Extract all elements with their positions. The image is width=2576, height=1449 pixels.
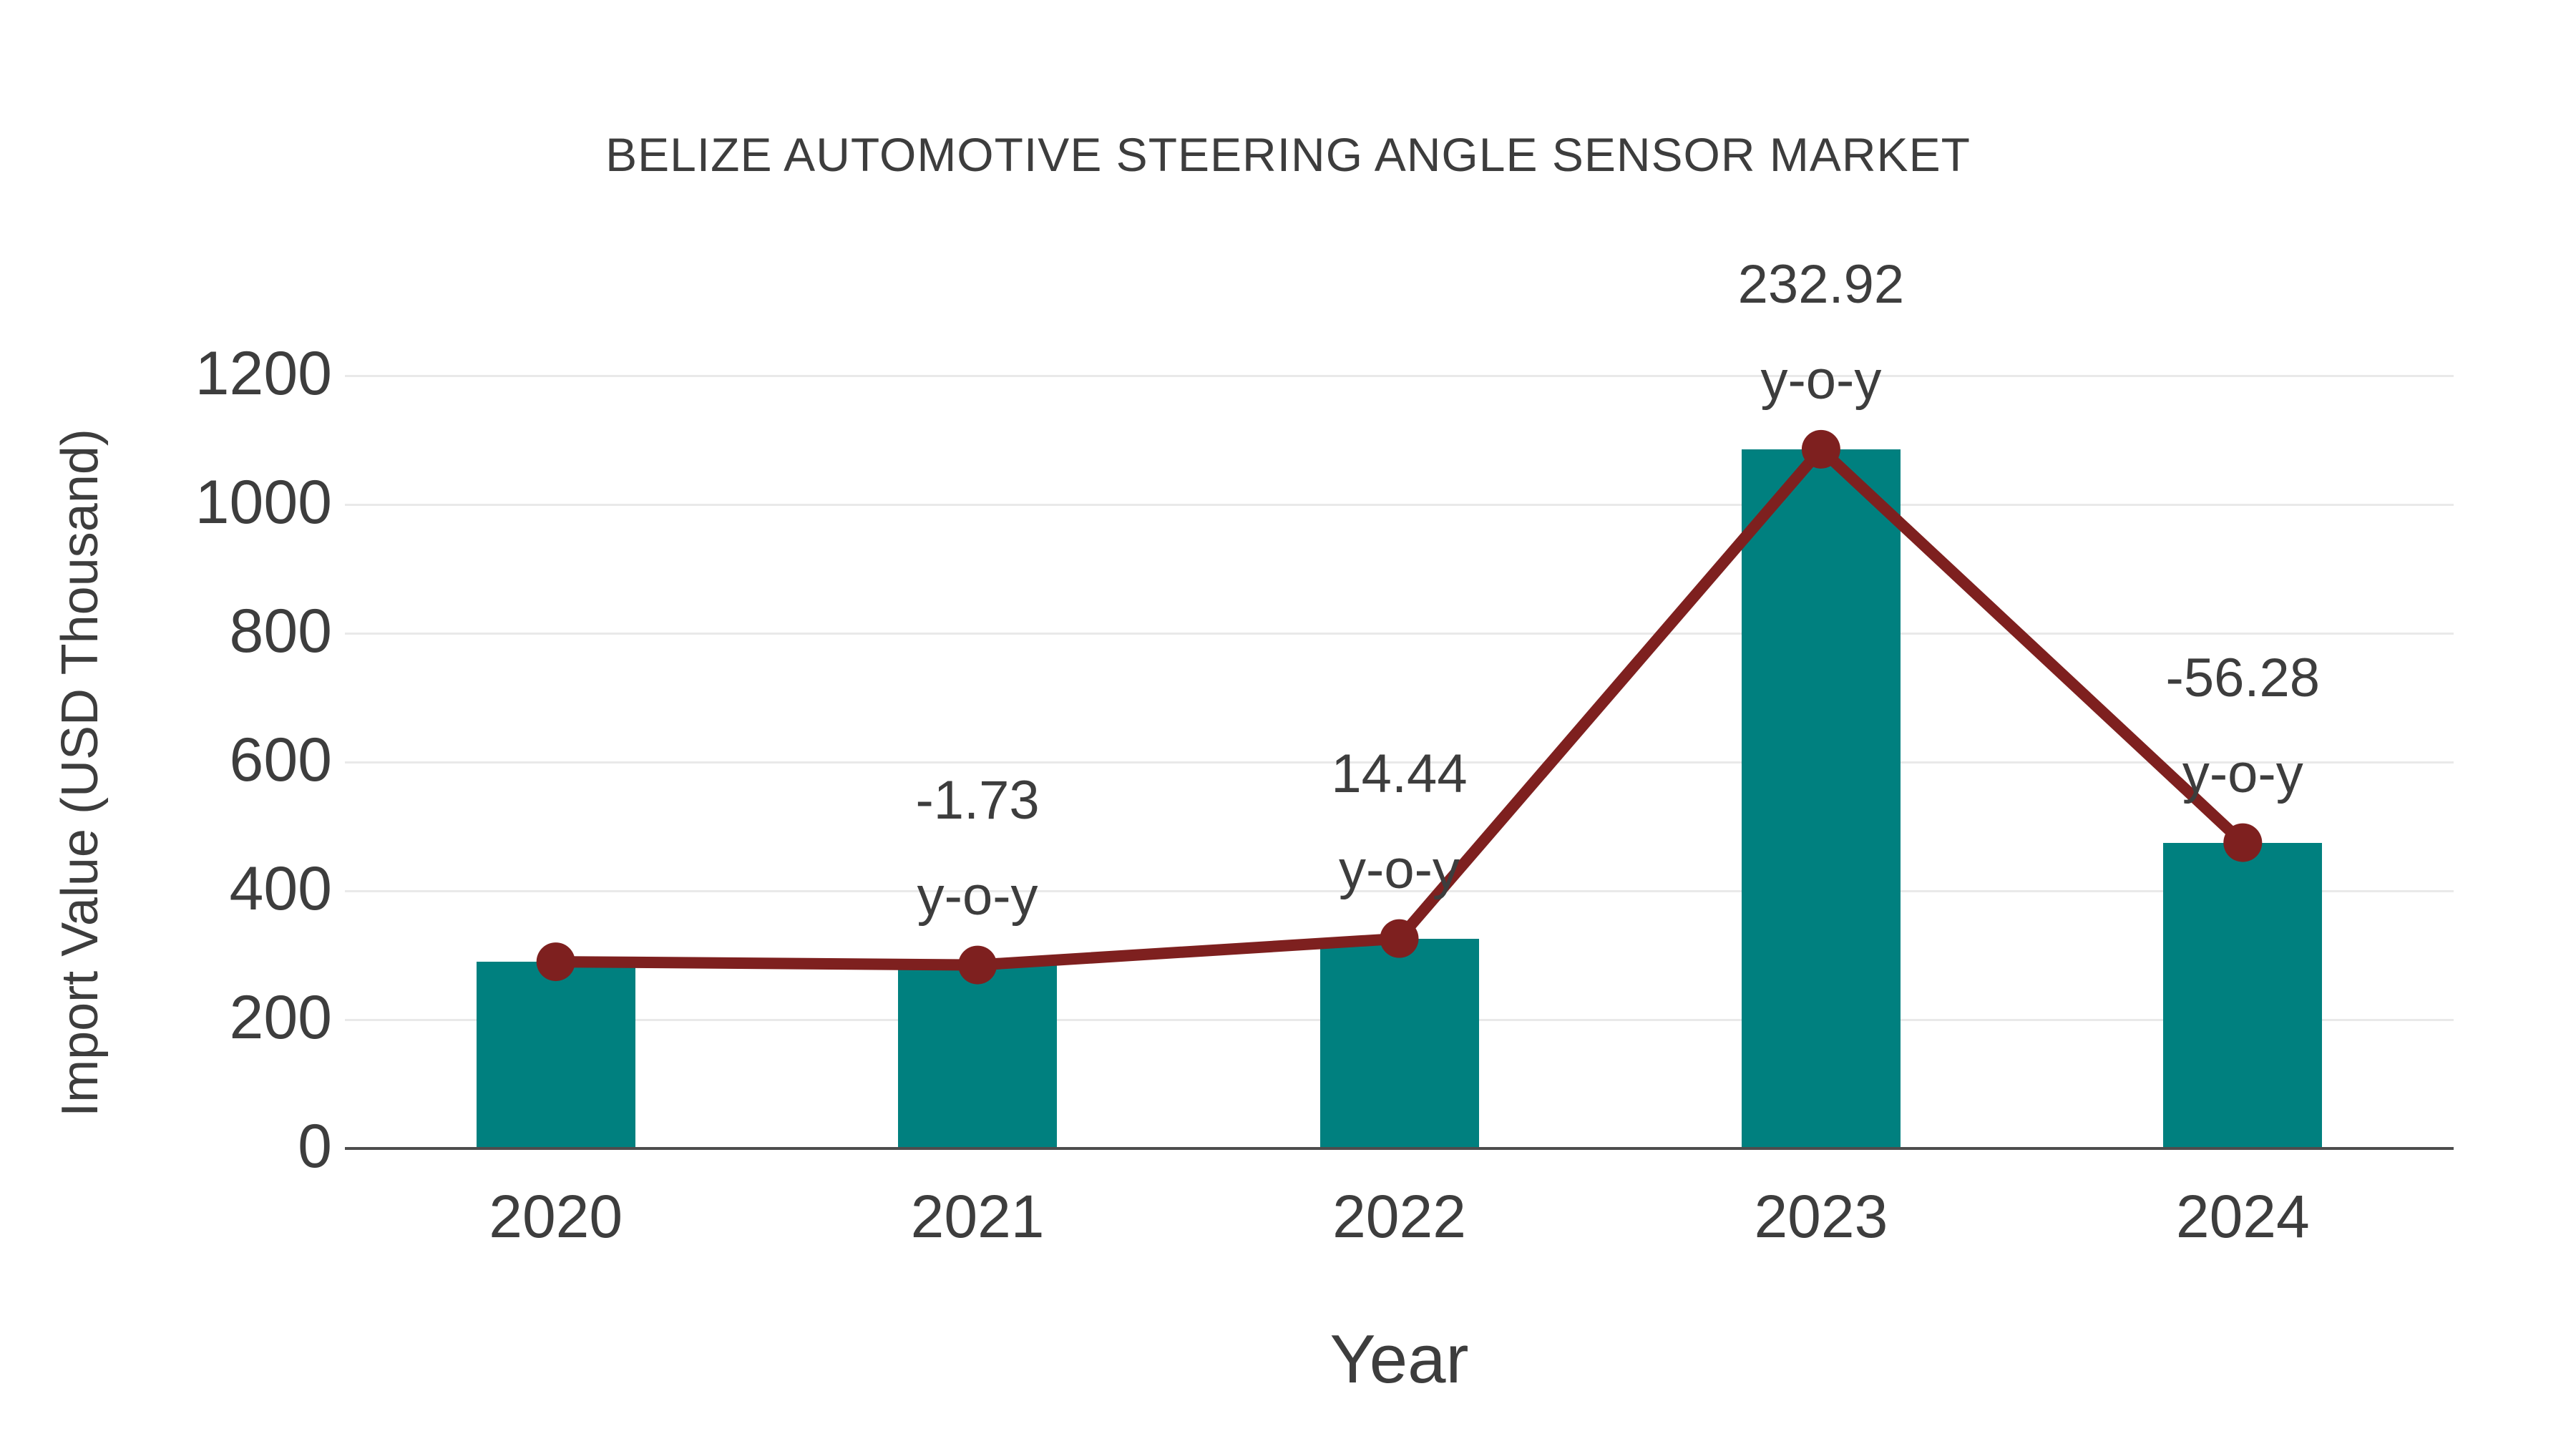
annotation-yoy-label: y-o-y bbox=[1760, 349, 1882, 411]
annotation-yoy-label: y-o-y bbox=[917, 865, 1038, 927]
trend-marker-2021 bbox=[958, 945, 997, 985]
gridline-400 bbox=[345, 890, 2454, 893]
x-tick-label-2021: 2021 bbox=[910, 1183, 1045, 1250]
annotation-value: 232.92 bbox=[1737, 253, 1905, 315]
y-tick-label-600: 600 bbox=[229, 726, 333, 795]
chart-title: BELIZE AUTOMOTIVE STEERING ANGLE SENSOR … bbox=[605, 128, 1971, 181]
x-tick-label-2023: 2023 bbox=[1754, 1183, 1888, 1250]
x-tick-label-2024: 2024 bbox=[2175, 1183, 2310, 1250]
gridline-1200 bbox=[345, 375, 2454, 378]
annotation-2021: -1.73 y-o-y bbox=[915, 753, 1039, 945]
line-series-layer bbox=[536, 429, 2263, 985]
y-tick-label-800: 800 bbox=[229, 597, 333, 666]
annotation-2023: 232.92 y-o-y bbox=[1738, 237, 1904, 429]
bar-2021 bbox=[898, 965, 1058, 1148]
x-tick-label-2022: 2022 bbox=[1332, 1183, 1466, 1250]
bar-2020 bbox=[476, 962, 635, 1148]
y-tick-label-200: 200 bbox=[229, 983, 333, 1053]
annotation-2024: -56.28 y-o-y bbox=[2166, 630, 2321, 822]
annotation-value: -1.73 bbox=[915, 769, 1040, 831]
annotation-value: -56.28 bbox=[2165, 647, 2321, 708]
gridline-800 bbox=[345, 633, 2454, 635]
annotation-2022: 14.44 y-o-y bbox=[1331, 726, 1467, 918]
y-tick-label-1200: 1200 bbox=[195, 339, 332, 409]
y-axis-title: Import Value (USD Thousand) bbox=[52, 429, 109, 1117]
y-tick-label-1000: 1000 bbox=[195, 468, 332, 537]
y-tick-label-400: 400 bbox=[229, 854, 333, 924]
trend-marker-2023 bbox=[1801, 429, 1840, 469]
x-axis-line bbox=[345, 1147, 2454, 1150]
bar-2023 bbox=[1741, 449, 1901, 1148]
gridline-600 bbox=[345, 761, 2454, 764]
bar-2024 bbox=[2163, 842, 2323, 1148]
trend-marker-2024 bbox=[2223, 823, 2263, 862]
y-tick-label-0: 0 bbox=[298, 1112, 332, 1181]
annotation-value: 14.44 bbox=[1331, 743, 1468, 804]
annotation-yoy-label: y-o-y bbox=[1339, 839, 1460, 900]
annotation-yoy-label: y-o-y bbox=[2182, 743, 2303, 804]
trend-marker-2020 bbox=[536, 942, 575, 982]
gridline-1000 bbox=[345, 504, 2454, 507]
plot-area: -1.73 y-o-y 14.44 y-o-y 232.92 y-o-y -56.28 y-o… bbox=[345, 254, 2454, 1150]
trend-marker-2022 bbox=[1380, 919, 1419, 958]
x-axis-title: Year bbox=[1330, 1321, 1469, 1397]
bar-2022 bbox=[1319, 938, 1479, 1148]
x-tick-label-2020: 2020 bbox=[489, 1183, 623, 1250]
